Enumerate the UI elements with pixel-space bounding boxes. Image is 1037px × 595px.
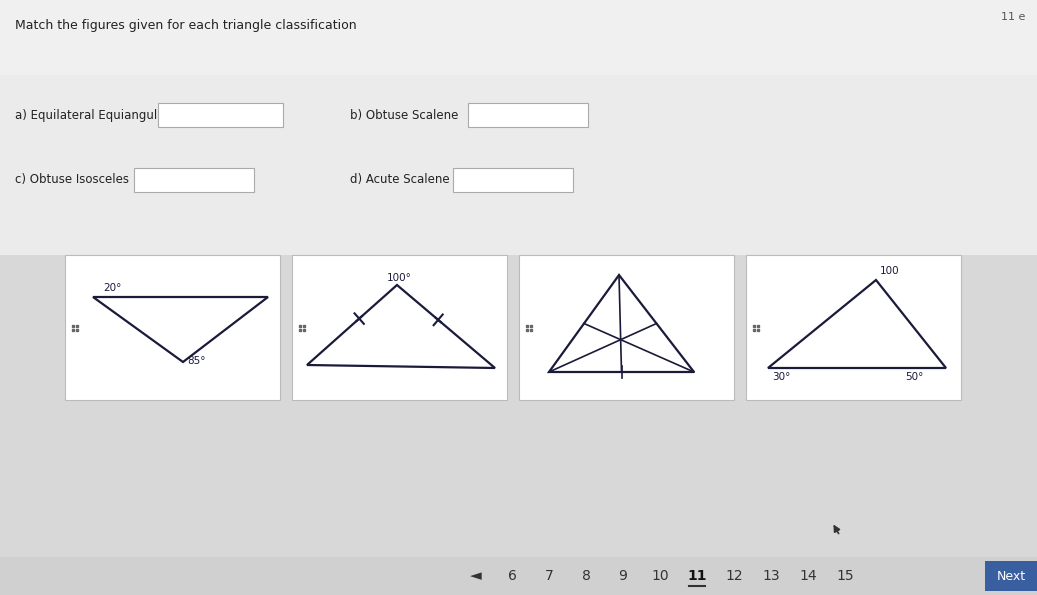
Text: 12: 12 <box>725 569 742 583</box>
Text: d) Acute Scalene: d) Acute Scalene <box>351 174 450 186</box>
Text: 14: 14 <box>800 569 817 583</box>
Bar <box>65 255 280 400</box>
Text: 85°: 85° <box>187 356 205 366</box>
Text: 8: 8 <box>582 569 590 583</box>
Text: 7: 7 <box>544 569 554 583</box>
Text: 30°: 30° <box>772 372 790 382</box>
Text: 10: 10 <box>651 569 669 583</box>
Bar <box>518 255 734 400</box>
Bar <box>0 75 1037 255</box>
Bar <box>453 168 573 192</box>
Bar <box>746 255 961 400</box>
Text: ◄: ◄ <box>470 568 482 584</box>
Bar <box>0 557 1037 595</box>
Text: 6: 6 <box>507 569 516 583</box>
Text: a) Equilateral Equiangular: a) Equilateral Equiangular <box>15 108 169 121</box>
Text: 100°: 100° <box>387 273 412 283</box>
Text: 100: 100 <box>880 266 900 276</box>
Bar <box>292 255 507 400</box>
Bar <box>468 103 588 127</box>
Text: c) Obtuse Isosceles: c) Obtuse Isosceles <box>15 174 129 186</box>
Text: 13: 13 <box>762 569 780 583</box>
Text: 20°: 20° <box>103 283 121 293</box>
Text: Match the figures given for each triangle classification: Match the figures given for each triangl… <box>15 18 357 32</box>
Text: b) Obtuse Scalene: b) Obtuse Scalene <box>351 108 458 121</box>
Text: 9: 9 <box>618 569 627 583</box>
Text: 50°: 50° <box>905 372 924 382</box>
Bar <box>985 561 1037 591</box>
Bar <box>158 103 283 127</box>
Bar <box>0 0 1037 75</box>
Text: 11 e: 11 e <box>1001 12 1025 22</box>
Text: 15: 15 <box>836 569 853 583</box>
Text: 11: 11 <box>688 569 707 583</box>
Bar <box>134 168 254 192</box>
Text: Next: Next <box>997 569 1026 583</box>
